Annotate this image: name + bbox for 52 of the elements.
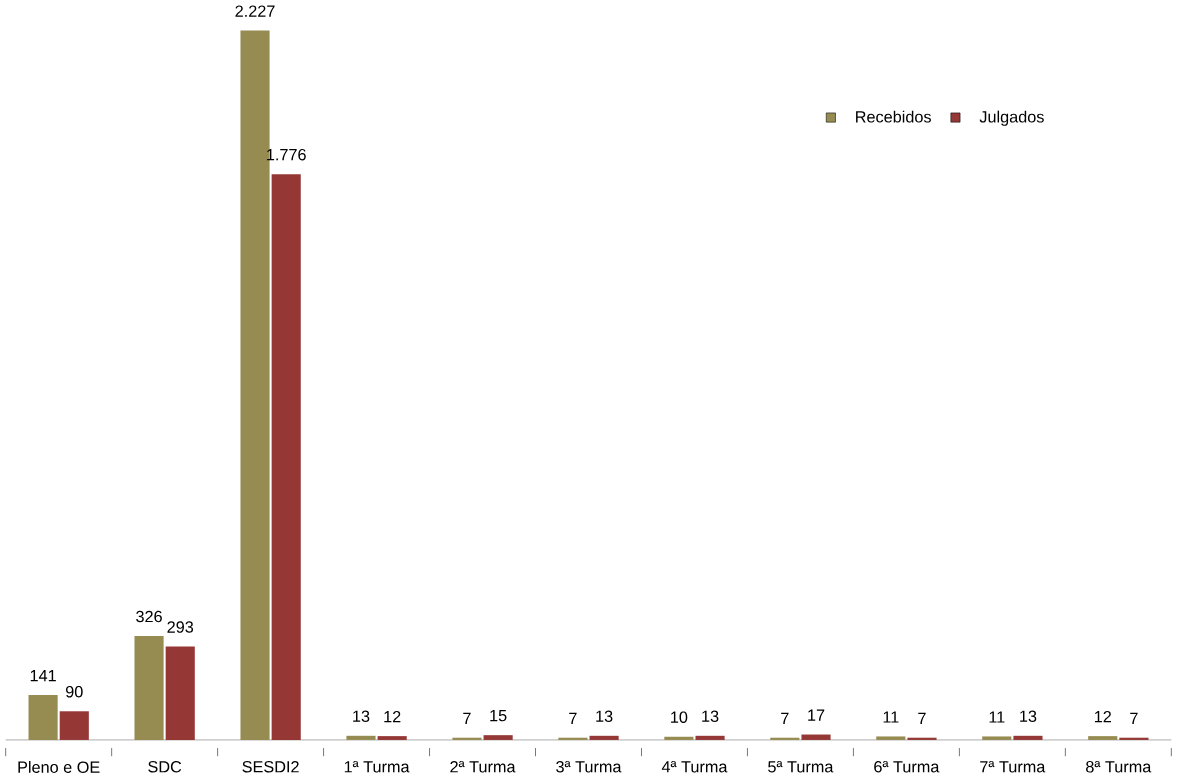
- data-label: 7: [463, 712, 471, 724]
- data-label: 17: [808, 709, 825, 721]
- bar: [377, 736, 407, 740]
- data-label: 326: [136, 610, 162, 623]
- x-tick-label: 1ª Turma: [344, 760, 410, 773]
- data-label: 13: [596, 710, 613, 722]
- x-tick-label: 7ª Turma: [980, 760, 1046, 773]
- bar: [134, 636, 164, 740]
- data-label: 12: [384, 710, 401, 723]
- x-tick-label: 5ª Turma: [768, 760, 834, 773]
- legend-label: Julgados: [979, 110, 1044, 126]
- data-label: 293: [167, 621, 194, 633]
- x-tick-label: 8ª Turma: [1086, 760, 1152, 773]
- bar: [483, 735, 513, 740]
- x-tick-label: 3ª Turma: [556, 760, 622, 773]
- data-label: 15: [490, 709, 507, 722]
- data-label: 13: [353, 710, 370, 722]
- data-label: 13: [1020, 710, 1037, 722]
- data-label: 11: [883, 711, 899, 723]
- x-tick-label: SESDI2: [242, 760, 299, 773]
- data-label: 7: [1130, 712, 1138, 724]
- bar: [982, 736, 1012, 740]
- data-label: 7: [781, 712, 789, 724]
- data-label: 13: [702, 710, 719, 722]
- bar: [664, 736, 694, 740]
- data-label: 7: [569, 712, 577, 724]
- bar: [589, 735, 619, 740]
- data-label: 11: [989, 711, 1005, 723]
- x-tick-label: 4ª Turma: [661, 760, 728, 773]
- data-label: 7: [918, 712, 926, 724]
- x-tick-label: 6ª Turma: [874, 760, 940, 773]
- bar: [695, 735, 725, 740]
- bar: [907, 737, 937, 740]
- x-tick-label: 2ª Turma: [450, 760, 516, 773]
- x-tick-label: Pleno e OE: [18, 760, 100, 773]
- bar: [452, 737, 482, 740]
- data-label: 10: [671, 711, 688, 723]
- x-tick-label: SDC: [148, 760, 182, 773]
- data-label: 12: [1094, 710, 1111, 723]
- bar: [801, 734, 831, 740]
- bar: [28, 694, 58, 740]
- bar: [876, 736, 906, 740]
- bar: [1013, 735, 1043, 740]
- data-label: 2.227: [235, 5, 275, 17]
- bar: [1088, 736, 1118, 740]
- legend-label: Recebidos: [856, 110, 931, 123]
- bar: [165, 646, 195, 740]
- data-label: 90: [65, 685, 83, 698]
- bar: [346, 735, 376, 740]
- bar: [271, 174, 301, 740]
- data-label: 141: [30, 669, 56, 682]
- bar: [59, 711, 89, 740]
